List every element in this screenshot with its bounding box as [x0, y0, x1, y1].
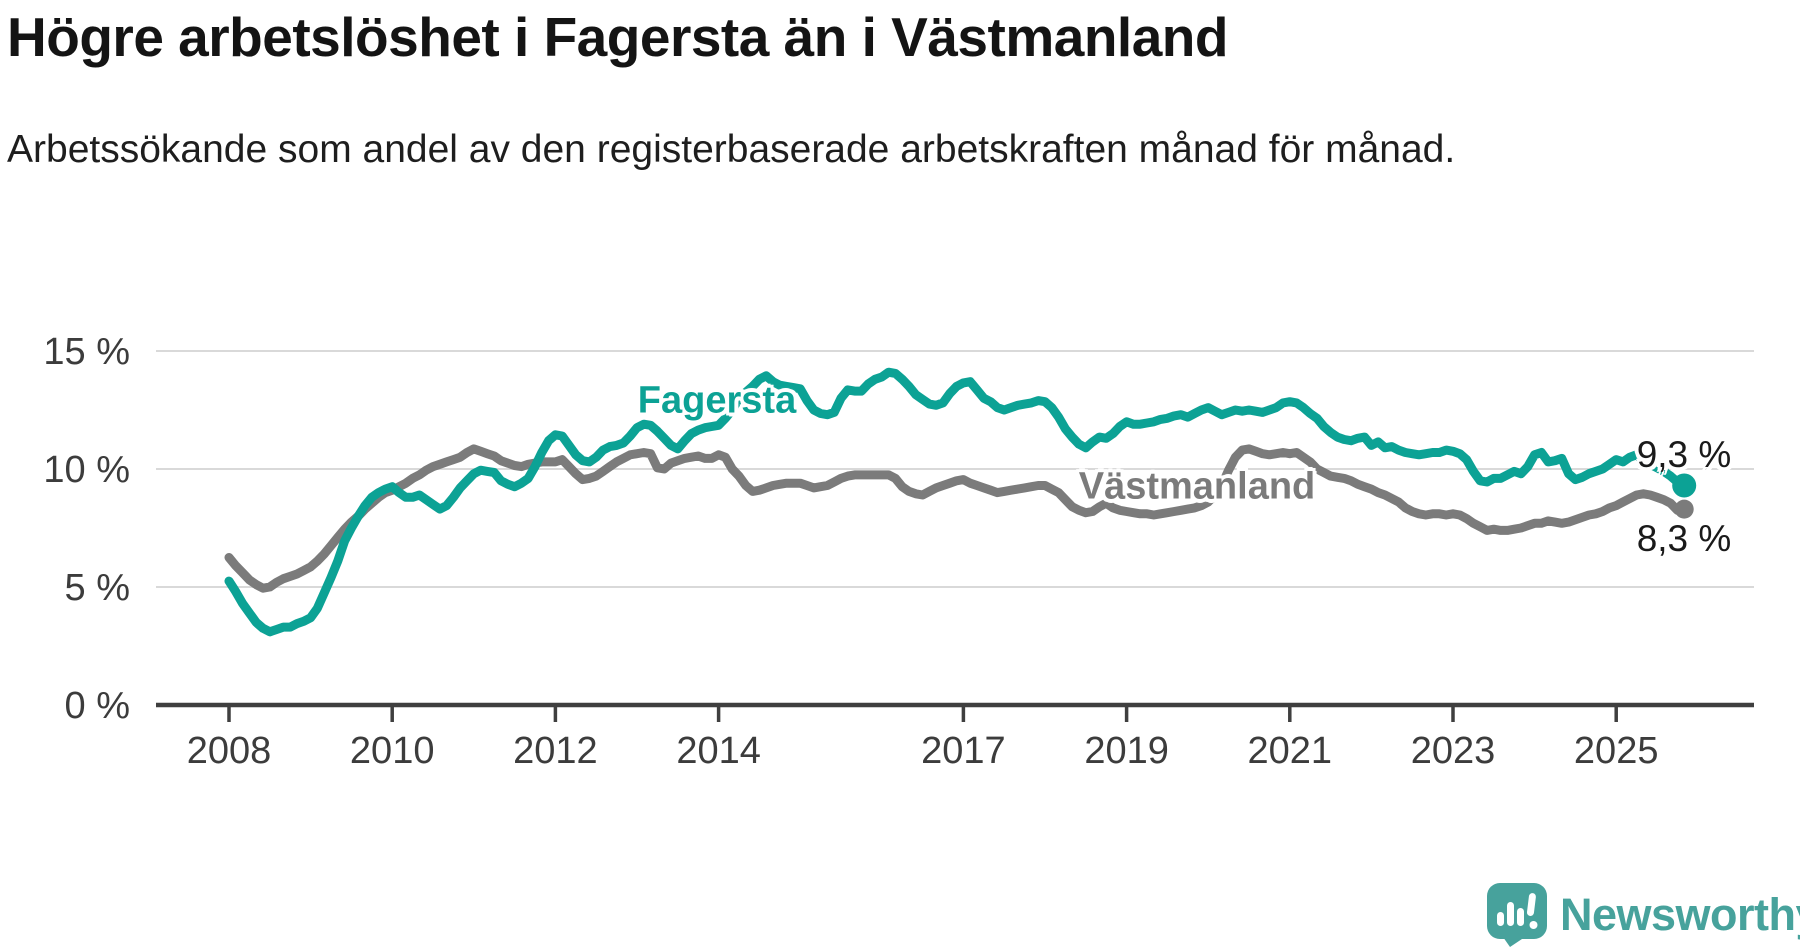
y-tick-label-10-pct: 10 %: [43, 449, 130, 491]
chart-title: Högre arbetslöshet i Fagersta än i Västm…: [7, 6, 1228, 68]
y-tick-label-0-pct: 0 %: [65, 685, 130, 727]
end-value-label-vastmanland: 8,3 %: [1636, 518, 1732, 559]
newsworthy-wordmark: Newsworthy: [1560, 889, 1800, 940]
x-tick-label-2025: 2025: [1574, 730, 1659, 772]
series-line-fagersta: [224, 367, 1689, 637]
newsworthy-logo-icon: [1487, 883, 1547, 947]
chart-subtitle: Arbetssökande som andel av den registerb…: [7, 128, 1456, 171]
x-tick-label-2010: 2010: [350, 730, 435, 772]
end-value-label-fagersta: 9,3 %: [1636, 434, 1732, 475]
series-end-dot-västmanland: [1674, 499, 1694, 519]
x-tick-label-2019: 2019: [1084, 730, 1169, 772]
line-chart-canvas: 2008 2010 2012 2014 2017 2019 2021 2023 2025 0 % 5…: [43, 331, 1754, 772]
y-tick-label-15-pct: 15 %: [43, 331, 130, 373]
series-line-västmanland: [224, 444, 1689, 593]
series-end-dot-fagersta: [1672, 473, 1697, 498]
x-tick-label-2014: 2014: [676, 730, 761, 772]
newsworthy-logo: Newsworthy: [1487, 883, 1800, 947]
x-tick-label-2023: 2023: [1411, 730, 1496, 772]
x-tick-label-2021: 2021: [1248, 730, 1333, 772]
series-label-vastmanland: Västmanland: [1078, 465, 1316, 508]
x-tick-label-2017: 2017: [921, 730, 1006, 772]
series-label-fagersta: Fagersta: [637, 379, 797, 422]
x-tick-label-2008: 2008: [187, 730, 272, 772]
x-tick-label-2012: 2012: [513, 730, 598, 772]
y-tick-label-5-pct: 5 %: [65, 567, 130, 609]
